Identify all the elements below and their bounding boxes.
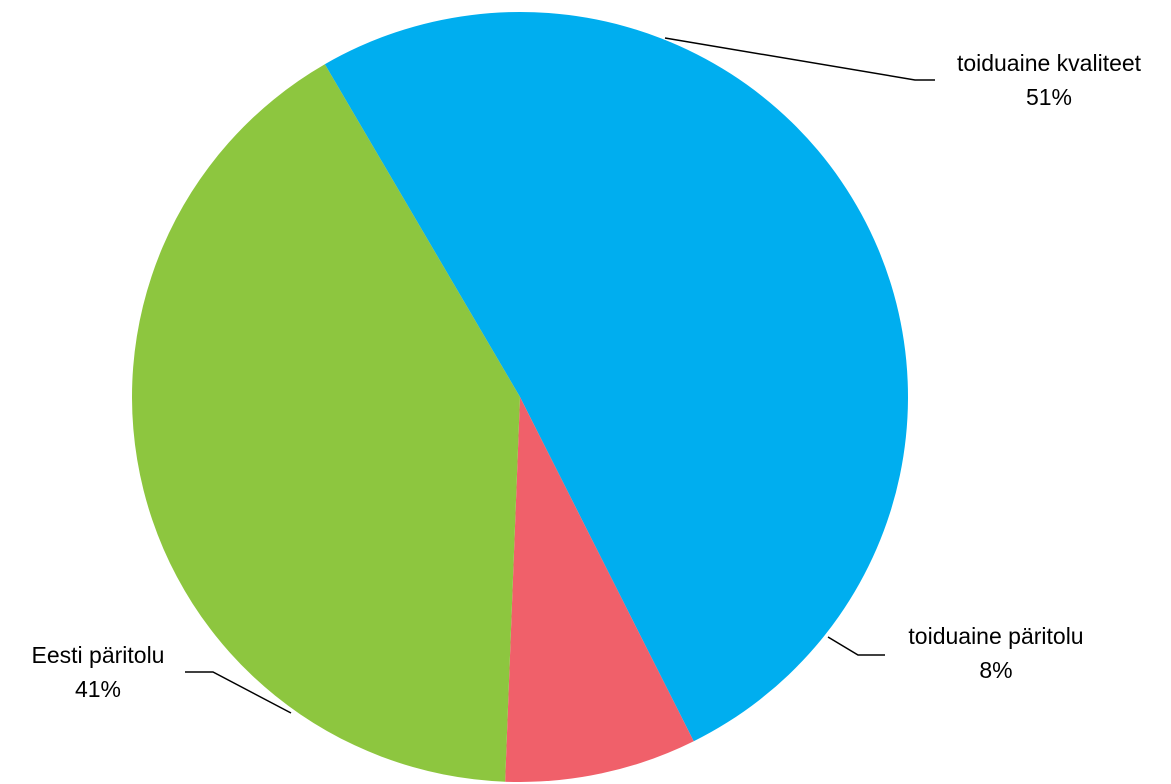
leader-line-1	[664, 37, 935, 81]
leader-line-2	[827, 636, 885, 656]
pie-slices	[131, 11, 909, 783]
pie-slice-3	[131, 64, 520, 782]
slice-label-3: Eesti päritolu	[32, 642, 165, 668]
slice-value-label-3: 41%	[75, 676, 121, 702]
pie-slice-1	[324, 11, 909, 742]
slice-labels: toiduaine kvaliteet 51% toiduaine päritolu…	[32, 50, 1142, 702]
leader-lines	[185, 37, 935, 714]
slice-label-2: toiduaine päritolu	[908, 623, 1083, 649]
slice-value-label-1: 51%	[1026, 84, 1072, 110]
slice-label-1: toiduaine kvaliteet	[957, 50, 1142, 76]
slice-value-label-2: 8%	[979, 657, 1012, 683]
leader-line-3	[185, 671, 292, 714]
pie-slice-2	[505, 397, 694, 783]
